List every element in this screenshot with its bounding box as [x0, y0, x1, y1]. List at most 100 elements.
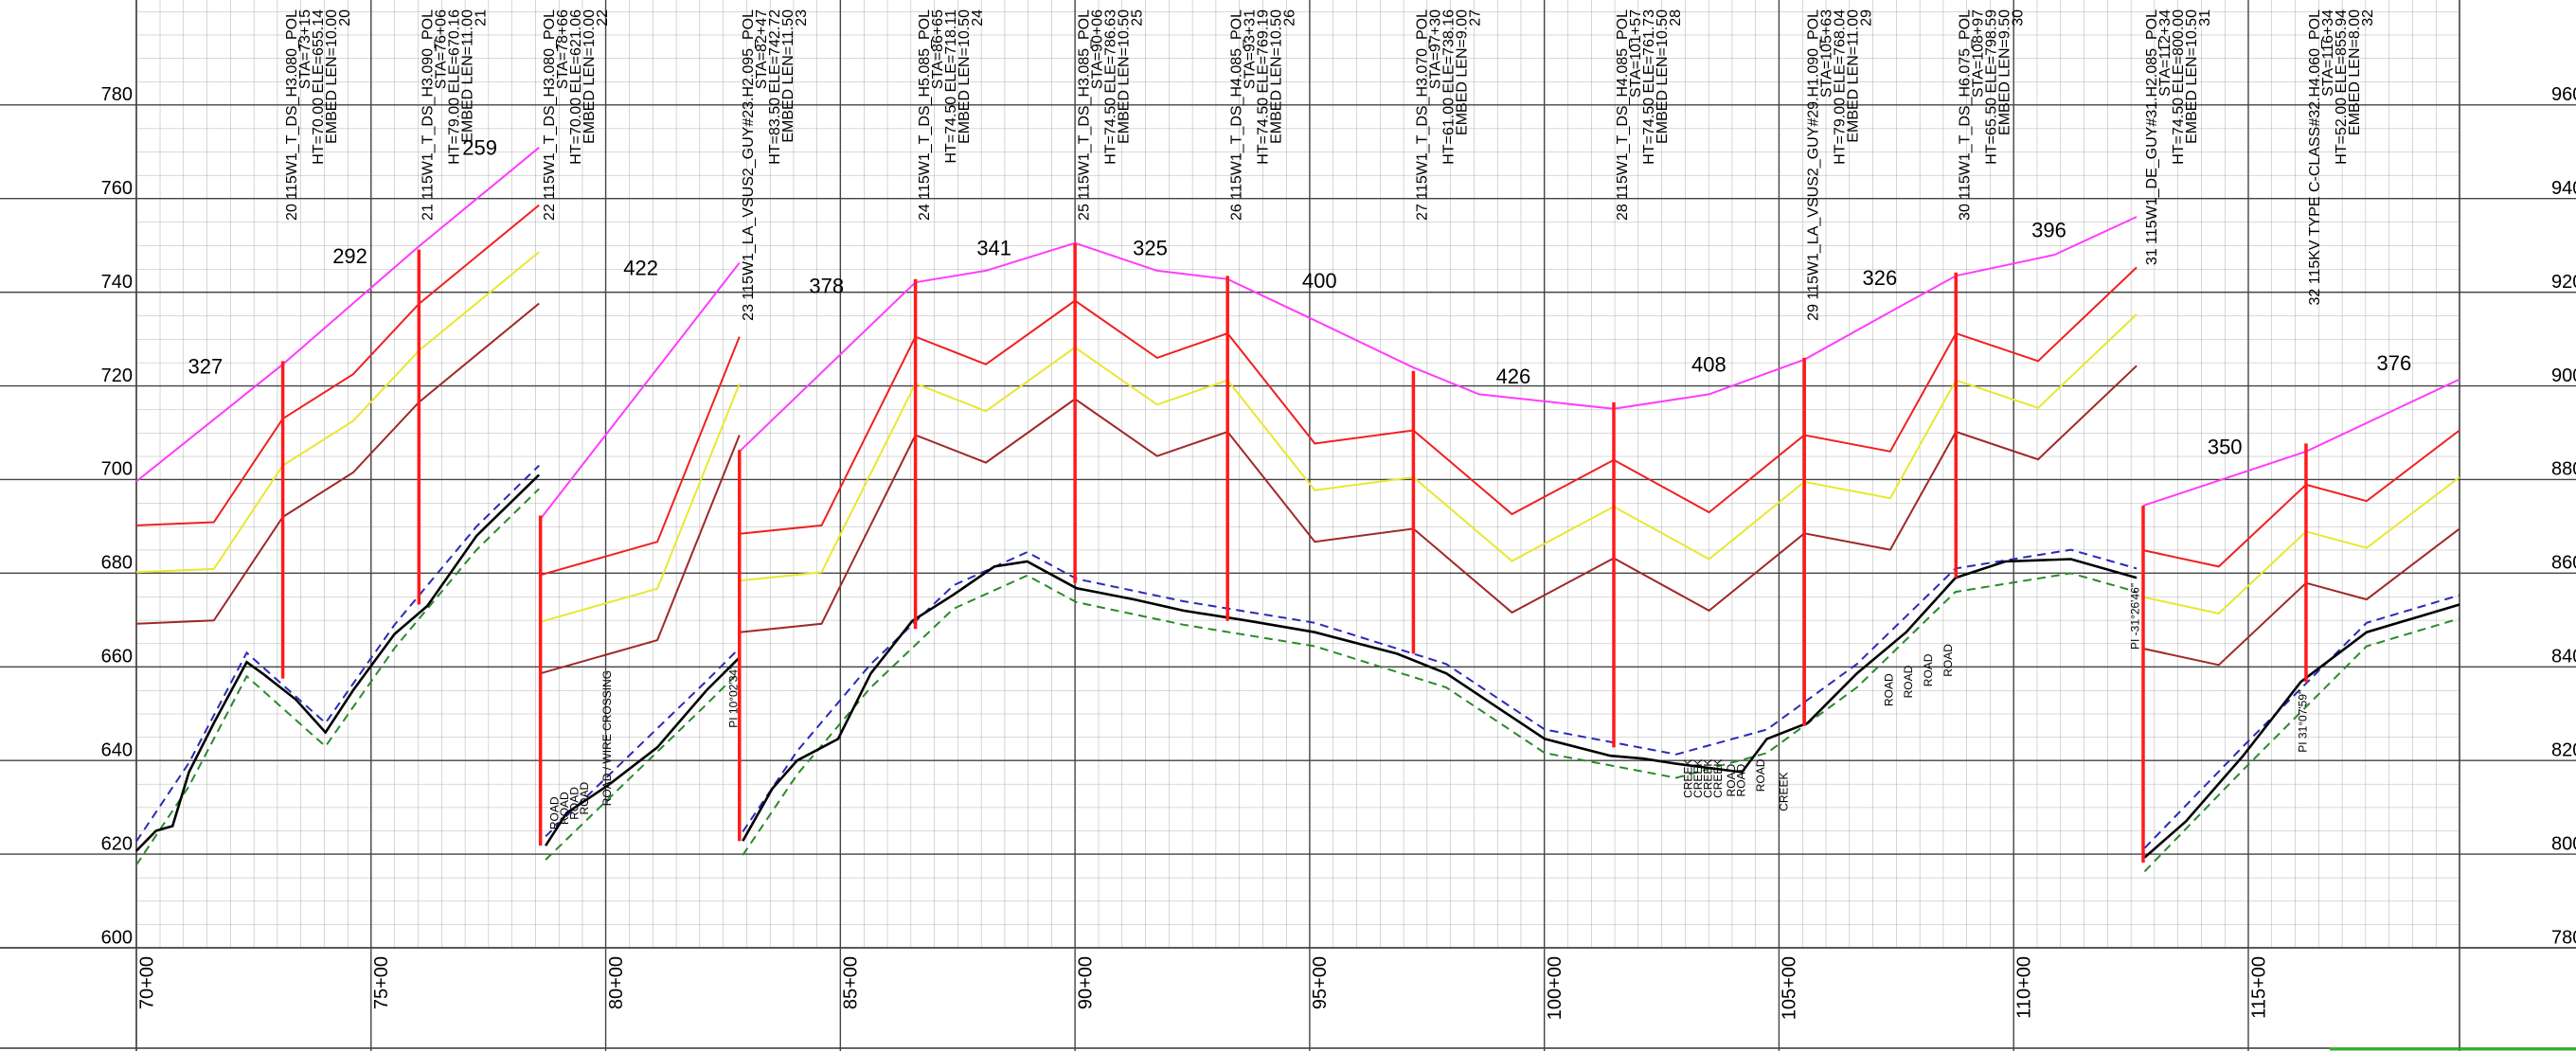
structure-label: STA=90+06	[1089, 9, 1105, 89]
ground-annotation: ROAD	[1734, 763, 1747, 796]
structure-label: HT=52.00 ELE=855.94	[2334, 9, 2350, 165]
structure-label: HT=65.50 ELE=798.59	[1983, 9, 1999, 165]
x-tick-label: 85+00	[841, 956, 862, 1009]
structure-label: 20 115W1_T_DS_H3.080_POL	[284, 9, 300, 221]
span-length: 327	[188, 354, 224, 378]
ground-annotation: ROAD	[548, 796, 562, 829]
structure-label: EMBED LEN=10.50	[1268, 9, 1284, 144]
ground-annotation: CREEK	[1702, 759, 1715, 798]
structure-label: STA=112+34	[2157, 9, 2174, 97]
x-tick-label: 110+00	[2014, 956, 2035, 1019]
structure-label: HT=70.00 ELE=655.14	[311, 9, 327, 165]
ground-annotation: ROAD	[1725, 763, 1738, 796]
y2-tick-label: 780	[2551, 927, 2576, 948]
ground-annotation: ROAD	[1882, 673, 1895, 706]
ground-annotation: ROAD	[1941, 644, 1955, 677]
ground-annotation: PI 10°02'34"	[727, 666, 741, 728]
structure-label: 32 115KV TYPE C-CLASS#32.H4.060_POL	[2307, 9, 2323, 306]
structure-label: 29 115W1_LA_VSUS2_GUY#29.H1.090_POL	[1805, 9, 1821, 321]
ground-annotation: PI 31°07'59"	[2297, 690, 2310, 753]
structure-label: EMBED LEN=10.00	[324, 9, 340, 144]
structure-label: 24 115W1_T_DS_H5.085_POL	[917, 9, 933, 221]
structure-label: EMBED LEN=9.00	[1455, 9, 1471, 135]
y2-tick-label: 840	[2551, 647, 2576, 668]
structure-label: 23 115W1_LA_VSUS2_GUY#23.H2.095_POL	[741, 9, 757, 321]
structure-label: STA=93+31	[1242, 9, 1258, 89]
structure-label: EMBED LEN=11.00	[1845, 9, 1861, 143]
structure-label: EMBED LEN=10.50	[1116, 9, 1132, 144]
structure-label: HT=74.50 ELE=800.00	[2171, 9, 2187, 165]
structure-label: 29	[1858, 9, 1874, 27]
y-tick-label: 660	[101, 647, 133, 668]
structure-label: STA=105+63	[1818, 9, 1834, 98]
ground-annotation: ROAD	[1902, 665, 1915, 698]
structure-label: HT=74.50 ELE=718.11	[943, 9, 959, 164]
x-tick-label: 95+00	[1310, 956, 1331, 1009]
y-tick-label: 620	[101, 833, 133, 854]
y2-tick-label: 820	[2551, 739, 2576, 760]
structure-label: HT=70.00 ELE=621.06	[568, 9, 584, 165]
y-tick-label: 780	[101, 84, 133, 105]
x-tick-label: 75+00	[371, 956, 392, 1009]
structure-label: 27	[1468, 9, 1484, 27]
structure-label: 30 115W1_T_DS_H6.075_POL	[1957, 9, 1973, 221]
span-length: 376	[2377, 351, 2412, 375]
structure-label: HT=79.00 ELE=670.16	[447, 9, 463, 165]
structure-label: EMBED LEN=9.50	[1996, 9, 2012, 135]
series-line	[135, 147, 2460, 520]
y-tick-label: 760	[101, 178, 133, 199]
structure-label: 26 115W1_T_DS_H4.085_POL	[1228, 9, 1244, 221]
structure-label: 24	[970, 9, 986, 27]
ground-annotation: PI -31°26'46"	[2129, 583, 2142, 650]
span-length: 408	[1691, 353, 1726, 377]
structure-label: 28 115W1_T_DS_H4.085_POL	[1615, 9, 1631, 221]
structure-label: STA=76+06	[434, 9, 450, 89]
y2-tick-label: 900	[2551, 365, 2576, 386]
y2-tick-label: 920	[2551, 272, 2576, 293]
structure-label: STA=101+57	[1628, 9, 1644, 98]
structure-label: STA=97+30	[1428, 9, 1444, 89]
span-length: 259	[462, 136, 497, 160]
structure-label: 21	[474, 9, 490, 27]
ground-annotation: CREEK	[1691, 759, 1705, 798]
structure-label: EMBED LEN=8.00	[2347, 9, 2363, 135]
x-tick-label: 100+00	[1545, 956, 1565, 1020]
ground-annotation: ROAD	[578, 782, 591, 815]
ground-annotation: CREEK	[1682, 759, 1695, 798]
y-tick-label: 720	[101, 365, 133, 386]
structure-label: EMBED LEN=10.50	[1655, 9, 1671, 144]
y2-tick-label: 860	[2551, 553, 2576, 574]
x-tick-label: 90+00	[1075, 956, 1096, 1009]
structure-label: HT=79.00 ELE=768.04	[1832, 9, 1848, 165]
ground-annotation: CREEK	[1711, 759, 1725, 798]
structure-label: 30	[2010, 9, 2026, 27]
span-length: 396	[2031, 218, 2066, 241]
ground-annotation: ROAD	[558, 792, 571, 825]
structure-label: HT=74.50 ELE=761.73	[1641, 9, 1657, 165]
span-length: 426	[1496, 365, 1531, 388]
span-length: 326	[1862, 266, 1897, 290]
y-tick-label: 740	[101, 272, 133, 293]
ground-annotation: CREEK	[1777, 772, 1790, 811]
structure-label: 21 115W1_T_DS_H3.090_POL	[420, 9, 437, 221]
structure-label: HT=61.00 ELE=738.16	[1441, 9, 1458, 165]
structure-label: EMBED LEN=11.50	[780, 9, 796, 143]
structure-label: STA=108+97	[1970, 9, 1986, 98]
structure-label: STA=86+65	[930, 9, 946, 89]
structure-label: EMBED LEN=10.00	[581, 9, 598, 144]
series-line	[135, 473, 2460, 859]
structure-label: 20	[337, 9, 353, 27]
structure-label: 22	[595, 9, 611, 27]
y-tick-label: 640	[101, 739, 133, 760]
ground-annotation: ROAD / WIRE CROSSING	[600, 670, 614, 806]
y2-tick-label: 960	[2551, 84, 2576, 105]
structure-label: 25	[1129, 9, 1145, 27]
x-tick-label: 80+00	[606, 956, 627, 1009]
structure-label: 31	[2197, 9, 2213, 27]
structure-label: STA=78+66	[555, 9, 571, 89]
y-tick-label: 680	[101, 553, 133, 574]
structure-label: EMBED LEN=10.50	[957, 9, 973, 144]
y-tick-label: 700	[101, 459, 133, 480]
y2-tick-label: 880	[2551, 459, 2576, 480]
